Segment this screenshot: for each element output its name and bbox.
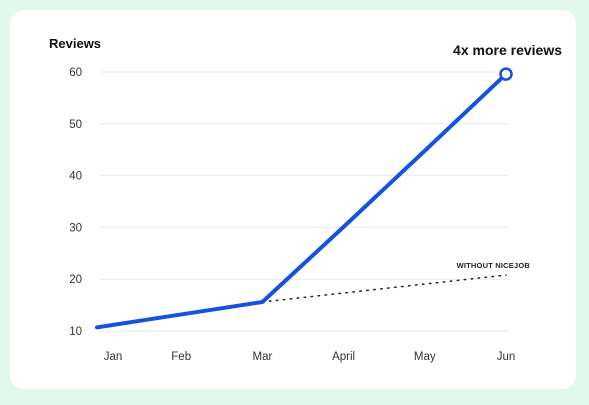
grid-lines	[100, 71, 508, 332]
x-axis-ticks: Jan Feb Mar April May Jun	[104, 351, 516, 363]
x-tick-label: Feb	[171, 351, 191, 363]
series-layer	[95, 67, 513, 330]
x-tick-label: Jun	[497, 351, 516, 363]
series-line-reviews	[95, 72, 508, 330]
y-tick-label: 40	[69, 171, 82, 183]
callout-annotation: 4x more reviews	[453, 42, 562, 58]
series-label-without-nicejob: WITHOUT NICEJOB	[457, 261, 531, 270]
x-tick-label: Mar	[252, 351, 272, 363]
x-tick-label: April	[332, 351, 355, 363]
y-tick-label: 50	[69, 119, 82, 131]
y-tick-label: 10	[69, 326, 82, 338]
y-axis-label: Reviews	[49, 36, 101, 51]
x-tick-label: May	[414, 351, 436, 363]
y-tick-label: 60	[69, 67, 82, 79]
y-tick-label: 30	[69, 222, 82, 234]
x-tick-label: Jan	[104, 351, 123, 363]
series-line-without-nicejob	[261, 274, 507, 303]
endpoint-marker	[499, 67, 513, 81]
y-axis-ticks: 10 20 30 40 50 60	[69, 67, 82, 338]
y-tick-label: 20	[69, 274, 82, 286]
